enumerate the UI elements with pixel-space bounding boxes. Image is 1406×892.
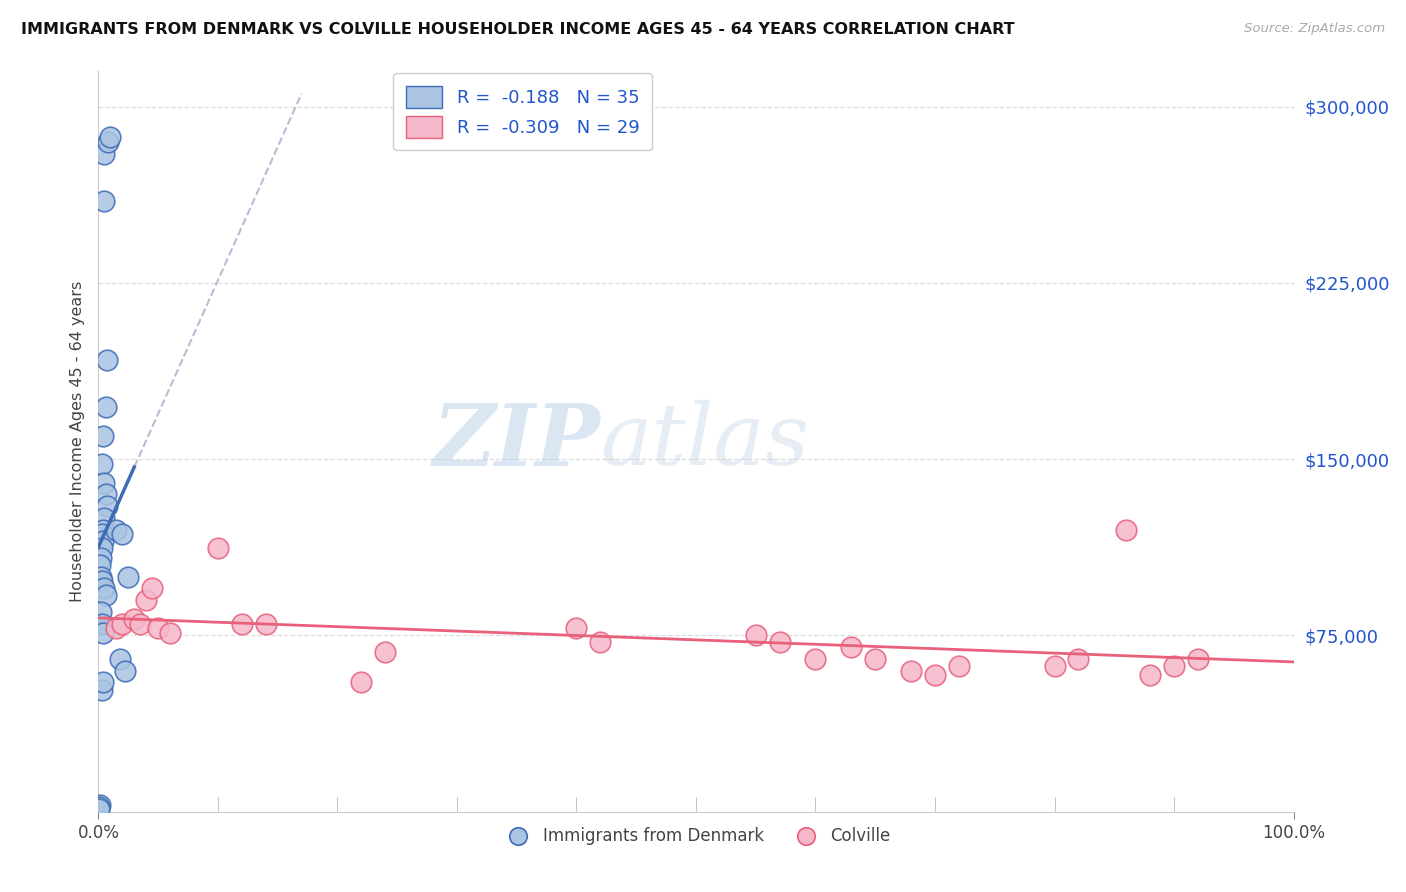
- Point: [91, 523, 114, 537]
- Point: [124, 612, 146, 626]
- Point: [93, 194, 115, 208]
- Point: [111, 616, 134, 631]
- Point: [96, 499, 118, 513]
- Point: [97, 135, 120, 149]
- Point: [91, 457, 114, 471]
- Point: [111, 527, 134, 541]
- Point: [589, 635, 612, 649]
- Point: [948, 659, 970, 673]
- Point: [745, 628, 768, 642]
- Point: [91, 675, 114, 690]
- Point: [93, 475, 115, 490]
- Point: [94, 487, 117, 501]
- Text: IMMIGRANTS FROM DENMARK VS COLVILLE HOUSEHOLDER INCOME AGES 45 - 64 YEARS CORREL: IMMIGRANTS FROM DENMARK VS COLVILLE HOUS…: [21, 22, 1015, 37]
- Point: [90, 570, 112, 584]
- Point: [91, 428, 114, 442]
- Point: [769, 635, 792, 649]
- Point: [98, 130, 122, 145]
- Point: [1139, 668, 1161, 682]
- Point: [89, 797, 111, 812]
- Point: [114, 664, 136, 678]
- Point: [1067, 652, 1090, 666]
- Point: [1187, 652, 1209, 666]
- Point: [91, 527, 114, 541]
- Point: [87, 802, 110, 816]
- Point: [91, 626, 114, 640]
- Point: [90, 605, 112, 619]
- Point: [89, 558, 111, 572]
- Point: [91, 682, 114, 697]
- Point: [94, 589, 117, 603]
- Point: [565, 621, 588, 635]
- Point: [91, 616, 114, 631]
- Point: [924, 668, 946, 682]
- Point: [148, 621, 170, 635]
- Point: [105, 621, 128, 635]
- Point: [96, 353, 118, 368]
- Legend: Immigrants from Denmark, Colville: Immigrants from Denmark, Colville: [495, 820, 897, 852]
- Y-axis label: Householder Income Ages 45 - 64 years: Householder Income Ages 45 - 64 years: [69, 281, 84, 602]
- Point: [865, 652, 887, 666]
- Point: [129, 616, 152, 631]
- Point: [91, 541, 114, 556]
- Point: [91, 574, 114, 589]
- Point: [1163, 659, 1185, 673]
- Point: [350, 675, 373, 690]
- Point: [90, 550, 112, 565]
- Point: [207, 541, 229, 556]
- Point: [135, 593, 157, 607]
- Point: [231, 616, 253, 631]
- Point: [117, 570, 139, 584]
- Point: [1115, 523, 1137, 537]
- Point: [93, 146, 115, 161]
- Point: [105, 523, 128, 537]
- Point: [841, 640, 863, 655]
- Point: [87, 800, 110, 814]
- Text: Source: ZipAtlas.com: Source: ZipAtlas.com: [1244, 22, 1385, 36]
- Text: atlas: atlas: [600, 401, 810, 483]
- Point: [804, 652, 827, 666]
- Point: [374, 645, 396, 659]
- Point: [1043, 659, 1066, 673]
- Point: [141, 582, 163, 596]
- Point: [94, 401, 117, 415]
- Text: ZIP: ZIP: [433, 400, 600, 483]
- Point: [93, 511, 115, 525]
- Point: [91, 534, 114, 549]
- Point: [159, 626, 181, 640]
- Point: [108, 652, 131, 666]
- Point: [254, 616, 277, 631]
- Point: [900, 664, 922, 678]
- Point: [93, 582, 115, 596]
